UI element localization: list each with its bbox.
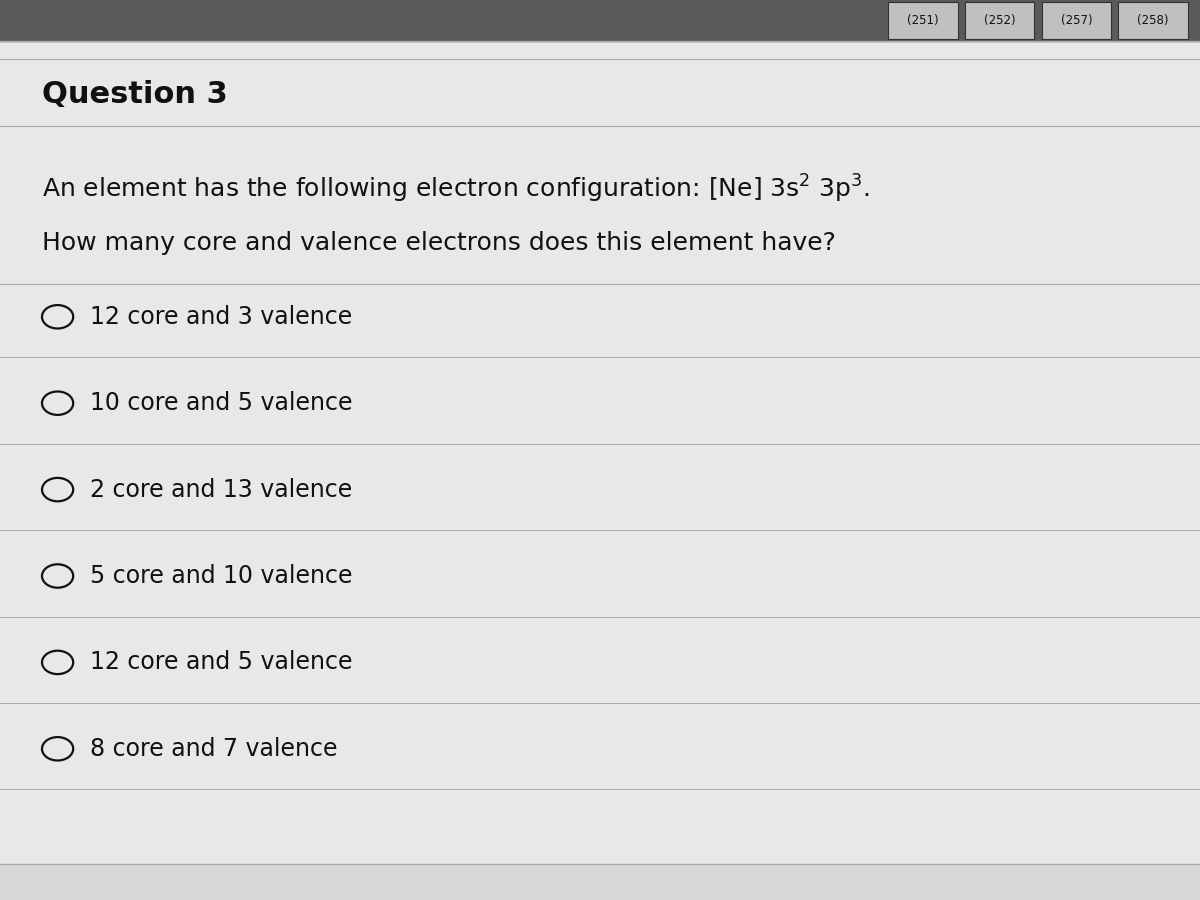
Text: 2 core and 13 valence: 2 core and 13 valence [90,478,353,501]
Text: 12 core and 5 valence: 12 core and 5 valence [90,651,353,674]
Text: (252): (252) [984,14,1015,27]
Text: 8 core and 7 valence: 8 core and 7 valence [90,737,337,760]
Text: 10 core and 5 valence: 10 core and 5 valence [90,392,353,415]
Text: (257): (257) [1061,14,1092,27]
Text: (251): (251) [907,14,938,27]
Text: Question 3: Question 3 [42,80,228,109]
FancyBboxPatch shape [888,2,958,39]
Text: How many core and valence electrons does this element have?: How many core and valence electrons does… [42,231,836,255]
Text: An element has the following electron configuration: [Ne] 3s$^2$ 3p$^3$.: An element has the following electron co… [42,173,870,205]
Text: 5 core and 10 valence: 5 core and 10 valence [90,564,353,588]
Text: (258): (258) [1138,14,1169,27]
FancyBboxPatch shape [0,36,1200,864]
FancyBboxPatch shape [1118,2,1188,39]
FancyBboxPatch shape [965,2,1034,39]
FancyBboxPatch shape [1042,2,1111,39]
Text: 12 core and 3 valence: 12 core and 3 valence [90,305,353,328]
